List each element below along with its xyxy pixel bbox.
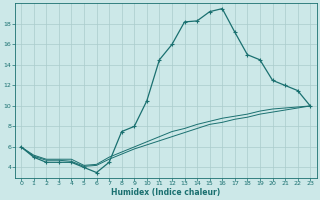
X-axis label: Humidex (Indice chaleur): Humidex (Indice chaleur) xyxy=(111,188,220,197)
